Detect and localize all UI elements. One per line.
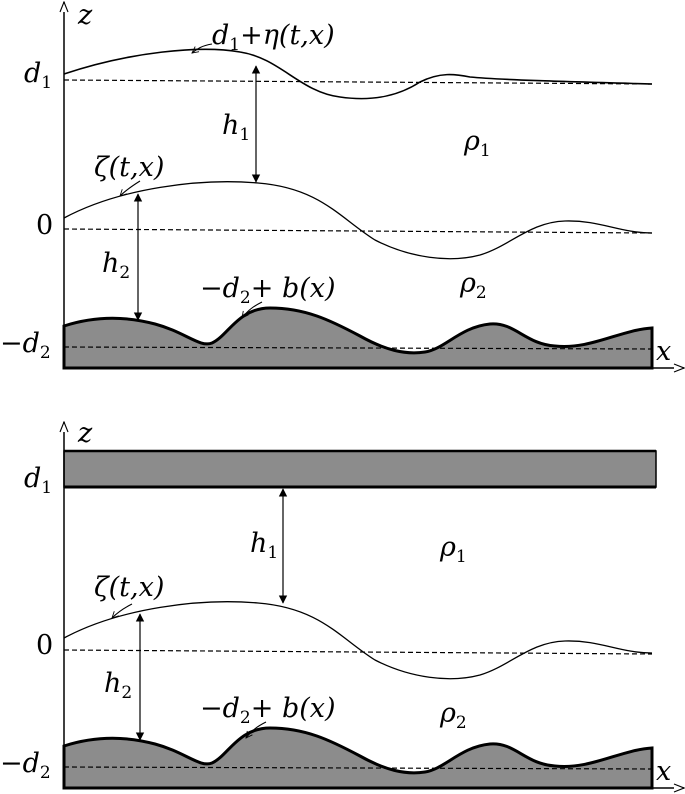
top-bottom-label: −d2+ b(x) (200, 273, 336, 308)
bottom-d2-reference-line (63, 766, 653, 770)
bottom-rho1-label: ρ1 (439, 532, 467, 567)
top-interface-leader (120, 180, 141, 196)
bottom-minus-d2-tick-label: −d2 (0, 748, 51, 783)
bottom-rho2-label: ρ2 (439, 698, 467, 733)
top-rho2-label: ρ2 (459, 268, 487, 303)
top-free-surface (63, 48, 653, 100)
top-minus-d2-tick-label: −d2 (0, 328, 51, 363)
top-z-axis-label: z (77, 0, 93, 31)
top-d1-reference-line (63, 79, 653, 85)
top-free-surface-leader (192, 43, 213, 53)
bottom-interface-label: ζ(t,x) (94, 572, 164, 603)
top-interface (63, 181, 653, 260)
top-h1-label: h1 (222, 110, 250, 145)
top-free-surface-label: d1+η(t,x) (212, 20, 335, 55)
top-d1-tick-label: d1 (24, 58, 52, 93)
top-bottom-topography (62, 306, 654, 370)
bottom-zero-tick-label: 0 (36, 630, 53, 661)
bottom-zero-reference-line (63, 649, 653, 655)
top-interface-label: ζ(t,x) (94, 152, 164, 183)
bottom-x-axis-label: x (656, 756, 671, 787)
bottom-interface-leader (112, 603, 133, 618)
bottom-rigid-lid (63, 450, 657, 488)
top-panel: z x d1 0 −d2 d1+η(t,x) ζ(t,x) −d2+ b(x) … (0, 0, 684, 368)
top-h2-label: h2 (102, 248, 130, 283)
bottom-bottom-label: −d2+ b(x) (200, 693, 336, 728)
bottom-h2-label: h2 (104, 668, 132, 703)
bottom-d1-tick-label: d1 (24, 463, 52, 498)
top-d2-reference-line (63, 346, 653, 350)
bottom-interface (63, 601, 653, 680)
top-bottom-leader (242, 301, 263, 318)
bottom-bottom-leader (246, 721, 267, 738)
bottom-h1-label: h1 (250, 528, 278, 563)
bottom-panel: z x d1 0 −d2 ζ(t,x) −d2+ b(x) h1 h2 ρ1 ρ… (0, 418, 684, 788)
top-x-axis-label: x (656, 336, 671, 367)
bottom-bottom-topography (62, 726, 654, 790)
top-rho1-label: ρ1 (463, 126, 491, 161)
top-zero-tick-label: 0 (36, 210, 53, 241)
bottom-z-axis-label: z (77, 418, 93, 449)
top-zero-reference-line (63, 228, 653, 234)
